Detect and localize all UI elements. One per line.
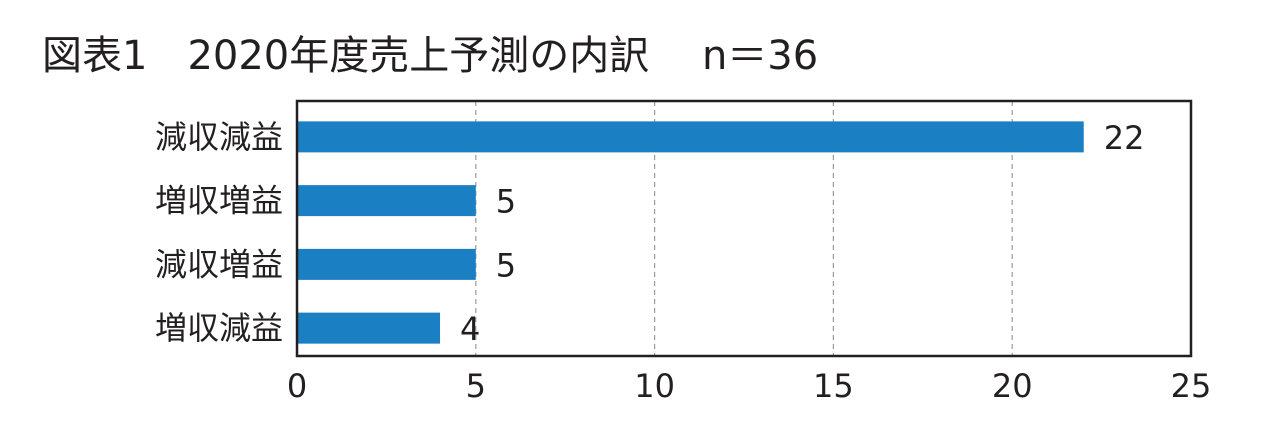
bar-2 xyxy=(297,248,476,280)
value-label-2: 5 xyxy=(496,246,516,284)
x-tick-label-1: 5 xyxy=(466,367,486,405)
x-tick-label-5: 25 xyxy=(1171,367,1212,405)
bars xyxy=(297,121,1084,344)
category-label-1: 増収増益 xyxy=(155,182,283,220)
value-label-3: 4 xyxy=(460,310,480,348)
chart-title: 図表1 2020年度売上予測の内訳 n＝36 xyxy=(42,33,819,79)
grid-lines xyxy=(475,101,1013,356)
bar-1 xyxy=(297,185,476,217)
value-label-0: 22 xyxy=(1104,119,1145,157)
x-tick-label-0: 0 xyxy=(287,367,307,405)
x-tick-labels: 0 5 10 15 20 25 xyxy=(287,367,1212,405)
value-label-1: 5 xyxy=(496,183,516,221)
x-tick-label-3: 15 xyxy=(813,367,854,405)
category-label-0: 減収減益 xyxy=(155,118,283,156)
category-label-2: 減収増益 xyxy=(155,245,283,283)
bar-0 xyxy=(297,121,1084,153)
bar-3 xyxy=(297,312,441,344)
plot-frame xyxy=(295,99,1193,358)
x-tick-label-2: 10 xyxy=(634,367,675,405)
x-tick-label-4: 20 xyxy=(992,367,1033,405)
category-label-3: 増収減益 xyxy=(155,309,283,347)
